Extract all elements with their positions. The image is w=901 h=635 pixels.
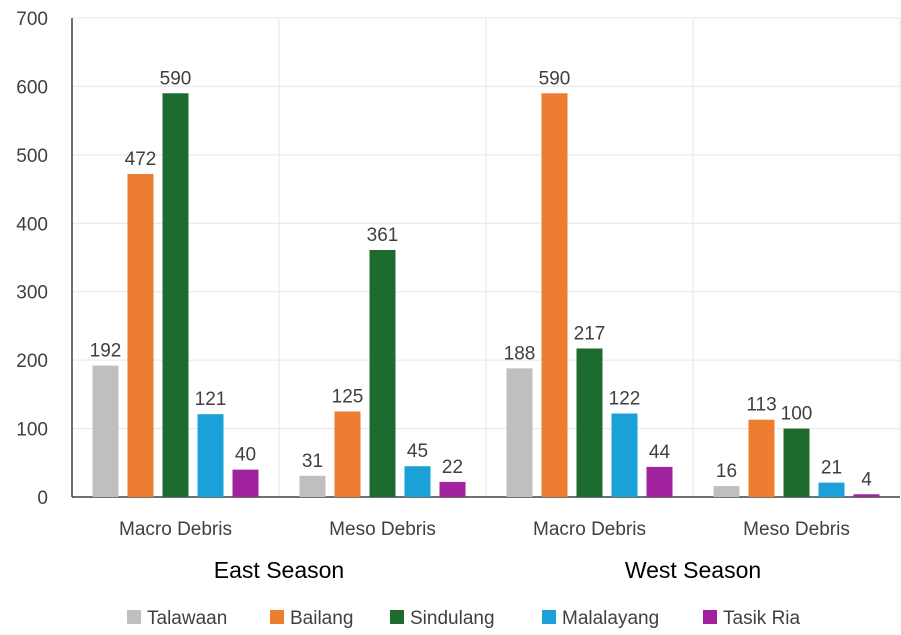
- bar-malalayang: [818, 482, 845, 497]
- data-label: 217: [574, 324, 606, 345]
- data-label: 22: [442, 457, 463, 478]
- y-tick-label: 500: [16, 146, 48, 167]
- bar-sindulang: [783, 428, 810, 497]
- data-label: 125: [332, 386, 364, 407]
- legend: Talawaan Bailang Sindulang Malalayang Tasik …: [127, 608, 801, 629]
- bar-bailang: [748, 419, 775, 497]
- y-tick-label: 100: [16, 420, 48, 441]
- bar-tasik-ria: [646, 466, 673, 497]
- gridlines: [71, 17, 901, 498]
- data-label: 4: [861, 469, 872, 490]
- bar-bailang: [334, 411, 361, 497]
- bar-talawaan: [299, 475, 326, 497]
- data-label: 192: [90, 341, 122, 362]
- bar-talawaan: [92, 365, 119, 497]
- bar-tasik-ria: [232, 469, 259, 497]
- data-label: 16: [716, 461, 737, 482]
- legend-label: Tasik Ria: [723, 608, 801, 629]
- data-label: 122: [609, 389, 641, 410]
- y-tick-label: 600: [16, 77, 48, 98]
- bar-tasik-ria: [853, 494, 880, 497]
- legend-item: Bailang: [270, 608, 353, 629]
- legend-item: Malalayang: [542, 608, 659, 629]
- bar-sindulang: [162, 93, 189, 498]
- x-group-label: East Season: [214, 557, 344, 583]
- bar-malalayang: [611, 413, 638, 497]
- data-label: 44: [649, 442, 671, 463]
- x-axis-group-labels: East Season West Season: [214, 557, 761, 583]
- data-label: 472: [125, 149, 157, 170]
- y-tick-label: 400: [16, 214, 48, 235]
- legend-item: Tasik Ria: [703, 608, 801, 629]
- legend-label: Bailang: [290, 608, 353, 629]
- data-label: 40: [235, 445, 256, 466]
- bar-talawaan: [506, 368, 533, 497]
- legend-label: Talawaan: [147, 608, 227, 629]
- legend-item: Sindulang: [390, 608, 495, 629]
- data-label: 31: [302, 451, 323, 472]
- bar-sindulang: [369, 249, 396, 497]
- legend-label: Sindulang: [410, 608, 495, 629]
- bar-malalayang: [197, 414, 224, 497]
- legend-swatch: [127, 610, 141, 624]
- legend-swatch: [542, 610, 556, 624]
- legend-swatch: [703, 610, 717, 624]
- legend-swatch: [390, 610, 404, 624]
- x-category-label: Meso Debris: [743, 519, 850, 540]
- legend-swatch: [270, 610, 284, 624]
- y-tick-label: 300: [16, 283, 48, 304]
- bar-sindulang: [576, 348, 603, 497]
- data-label: 21: [821, 458, 842, 479]
- legend-label: Malalayang: [562, 608, 659, 629]
- bar-malalayang: [404, 466, 431, 497]
- y-axis-ticks: 0 100 200 300 400 500 600 700: [16, 9, 48, 509]
- y-tick-label: 700: [16, 9, 48, 30]
- data-label: 188: [504, 343, 536, 364]
- bars: [92, 93, 880, 498]
- bar-talawaan: [713, 486, 740, 497]
- bar-bailang: [541, 93, 568, 498]
- x-group-label: West Season: [625, 557, 761, 583]
- data-label: 45: [407, 441, 428, 462]
- data-label: 100: [781, 404, 813, 425]
- x-category-label: Macro Debris: [119, 519, 232, 540]
- x-category-label: Macro Debris: [533, 519, 646, 540]
- y-tick-label: 0: [37, 488, 48, 509]
- legend-item: Talawaan: [127, 608, 227, 629]
- x-axis-category-labels: Macro Debris Meso Debris Macro Debris Meso …: [119, 519, 850, 540]
- x-category-label: Meso Debris: [329, 519, 436, 540]
- data-label: 361: [367, 225, 399, 246]
- data-label: 590: [160, 68, 192, 89]
- data-label: 590: [539, 68, 571, 89]
- data-label: 121: [195, 389, 227, 410]
- y-tick-label: 200: [16, 351, 48, 372]
- data-label: 113: [746, 395, 776, 416]
- bar-tasik-ria: [439, 481, 466, 497]
- bar-bailang: [127, 174, 154, 497]
